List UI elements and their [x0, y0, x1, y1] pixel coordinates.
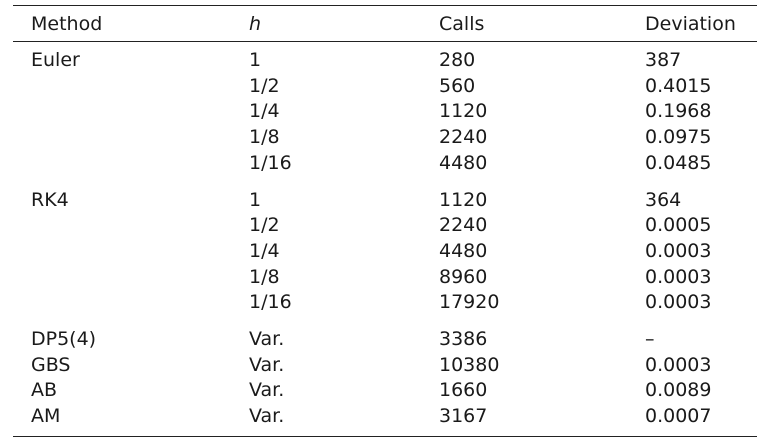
cell-calls: 1660: [439, 379, 488, 402]
cell-method: [13, 290, 249, 316]
table-row: AM Var. 3167 0.0007: [13, 404, 757, 430]
cell-deviation: 0.0003: [645, 239, 712, 262]
cell-h: 1: [249, 188, 262, 211]
cell-h: 1/8: [249, 126, 280, 149]
results-table-body: Euler 1 280 387 1/2 560 0.4015 1/4 1120 0.1968 1/8…: [13, 42, 757, 436]
cell-h: Var.: [249, 353, 285, 376]
table-row: 1/4 4480 0.0003: [13, 239, 757, 265]
cell-calls: 1120: [439, 188, 488, 211]
cell-deviation: 0.0005: [645, 214, 712, 237]
spacer-cell: [249, 316, 439, 327]
cell-calls: 280: [439, 49, 476, 71]
cell-method: [13, 99, 249, 125]
spacer-cell: [439, 316, 645, 327]
cell-deviation: 0.0975: [645, 126, 712, 149]
cell-calls: 4480: [439, 151, 488, 174]
cell-method: [13, 151, 249, 177]
cell-method: Euler: [31, 49, 80, 71]
cell-deviation: 0.0003: [645, 291, 712, 314]
cell-calls: 4480: [439, 239, 488, 262]
table-row: AB Var. 1660 0.0089: [13, 378, 757, 404]
cell-deviation: 364: [645, 188, 682, 211]
table-row: Euler 1 280 387: [13, 48, 757, 74]
cell-calls: 17920: [439, 291, 500, 314]
table-body: Euler 1 280 387 1/2 560 0.4015 1/4 1120 0.1968 1/8…: [13, 42, 757, 436]
spacer-cell: [13, 316, 249, 327]
table-row: GBS Var. 10380 0.0003: [13, 353, 757, 379]
cell-method: [13, 213, 249, 239]
cell-method: [13, 265, 249, 291]
table-row: 1/2 2240 0.0005: [13, 213, 757, 239]
header-rule: [13, 41, 757, 42]
cell-deviation: 0.0485: [645, 151, 712, 174]
cell-h: Var.: [249, 379, 285, 402]
cell-h: Var.: [249, 405, 285, 428]
cell-deviation: –: [645, 328, 655, 351]
cell-method: RK4: [31, 188, 69, 211]
cell-calls: 560: [439, 74, 476, 97]
cell-h: 1/16: [249, 291, 292, 314]
cell-h: 1/4: [249, 239, 280, 262]
cell-method: [13, 125, 249, 151]
cell-h: Var.: [249, 328, 285, 351]
cell-deviation: 0.0007: [645, 405, 712, 428]
cell-h: 1/8: [249, 265, 280, 288]
cell-h: 1/2: [249, 214, 280, 237]
table-row: DP5(4) Var. 3386 –: [13, 327, 757, 353]
cell-calls: 2240: [439, 126, 488, 149]
cell-calls: 1120: [439, 100, 488, 123]
cell-h: 1: [249, 49, 262, 71]
table-row: 1/16 17920 0.0003: [13, 290, 757, 316]
cell-deviation: 0.1968: [645, 100, 712, 123]
table-row: 1/16 4480 0.0485: [13, 151, 757, 177]
spacer-cell: [249, 177, 439, 188]
table-header: Method h Calls Deviation: [13, 6, 757, 41]
table-row: 1/8 8960 0.0003: [13, 265, 757, 291]
top-rule: [13, 5, 757, 6]
cell-method: AB: [31, 379, 58, 402]
cell-deviation: 0.4015: [645, 74, 712, 97]
cell-h: 1/4: [249, 100, 280, 123]
header-row: Method h Calls Deviation: [13, 6, 757, 41]
cell-deviation: 0.0003: [645, 353, 712, 376]
cell-h: 1/2: [249, 74, 280, 97]
cell-calls: 8960: [439, 265, 488, 288]
table-row: 1/8 2240 0.0975: [13, 125, 757, 151]
spacer-cell: [645, 177, 757, 188]
cell-deviation: 387: [645, 49, 682, 71]
cell-calls: 2240: [439, 214, 488, 237]
cell-method: DP5(4): [31, 328, 97, 351]
results-table: Method h Calls Deviation: [13, 6, 757, 41]
header-method: Method: [31, 12, 103, 35]
cell-calls: 10380: [439, 353, 500, 376]
table-row: 1/4 1120 0.1968: [13, 99, 757, 125]
results-table-container: Method h Calls Deviation Euler 1 280 387 1/2…: [13, 5, 757, 437]
cell-method: [13, 74, 249, 100]
cell-deviation: 0.0089: [645, 379, 712, 402]
cell-calls: 3386: [439, 328, 488, 351]
group-spacer: [13, 316, 757, 327]
cell-deviation: 0.0003: [645, 265, 712, 288]
header-h: h: [249, 12, 262, 35]
cell-h: 1/16: [249, 151, 292, 174]
header-deviation: Deviation: [645, 12, 736, 35]
table-row: 1/2 560 0.4015: [13, 74, 757, 100]
group-spacer: [13, 177, 757, 188]
cell-method: [13, 239, 249, 265]
header-calls: Calls: [439, 12, 485, 35]
spacer-cell: [645, 316, 757, 327]
spacer-cell: [13, 177, 249, 188]
table-row: RK4 1 1120 364: [13, 188, 757, 214]
cell-method: AM: [31, 405, 61, 428]
bottom-rule: [13, 435, 757, 437]
spacer-cell: [439, 177, 645, 188]
cell-method: GBS: [31, 353, 71, 376]
cell-calls: 3167: [439, 405, 488, 428]
